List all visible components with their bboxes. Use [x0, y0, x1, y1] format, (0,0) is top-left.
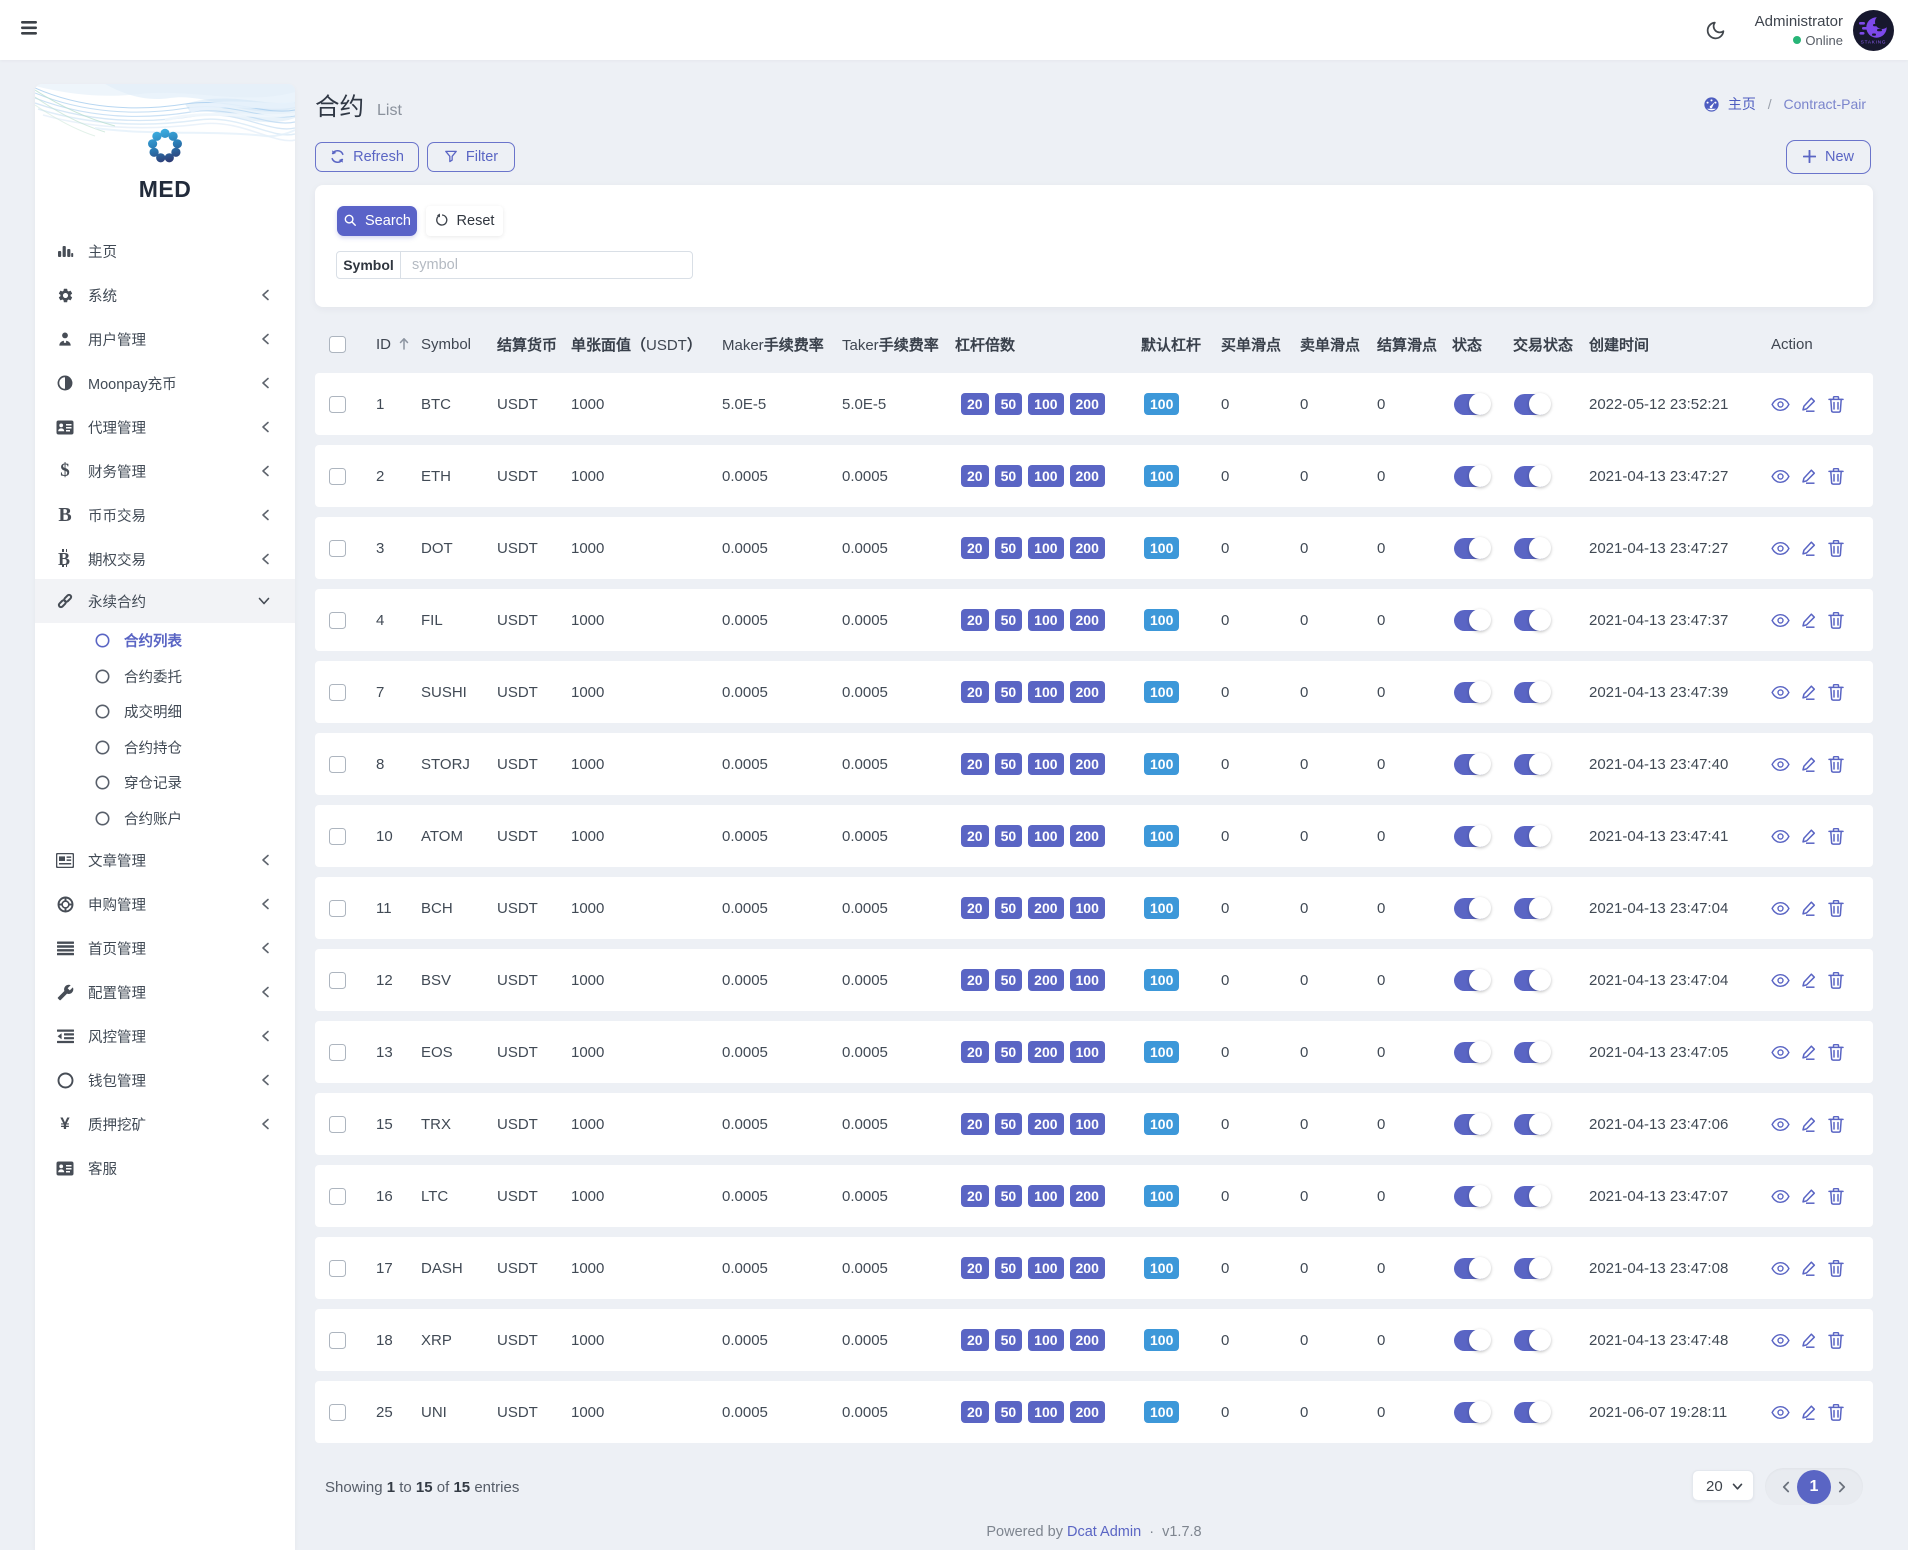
svg-text:STAKING: STAKING — [1861, 40, 1886, 45]
